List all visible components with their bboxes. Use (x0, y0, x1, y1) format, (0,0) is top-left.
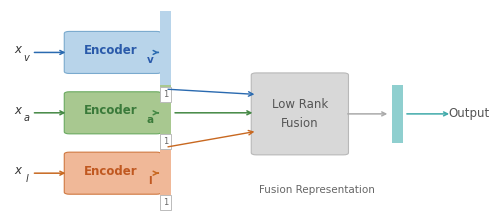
Text: a: a (24, 113, 30, 123)
Text: x: x (14, 43, 21, 56)
Text: 1: 1 (162, 137, 168, 146)
Bar (160, 134, 170, 150)
Bar (160, 12, 170, 93)
Text: Fusion Representation: Fusion Representation (260, 186, 375, 196)
Text: 1: 1 (162, 90, 168, 99)
Text: a: a (146, 115, 154, 125)
FancyBboxPatch shape (251, 73, 348, 155)
Bar (160, 145, 170, 201)
FancyBboxPatch shape (64, 92, 162, 134)
Text: v: v (24, 53, 30, 63)
Text: 1: 1 (162, 198, 168, 207)
Bar (160, 85, 170, 141)
FancyBboxPatch shape (64, 152, 162, 194)
Text: x: x (14, 104, 21, 117)
Bar (160, 195, 170, 210)
Text: Encoder: Encoder (84, 104, 137, 117)
FancyBboxPatch shape (64, 31, 162, 74)
Text: l: l (25, 174, 28, 184)
Text: l: l (148, 176, 152, 186)
Bar (392, 85, 402, 143)
Text: x: x (14, 164, 21, 177)
Text: v: v (147, 55, 154, 65)
Text: Low Rank
Fusion: Low Rank Fusion (272, 98, 328, 130)
Text: Output: Output (449, 107, 490, 120)
Text: Encoder: Encoder (84, 164, 137, 178)
Bar (160, 87, 170, 102)
Text: Encoder: Encoder (84, 44, 137, 57)
